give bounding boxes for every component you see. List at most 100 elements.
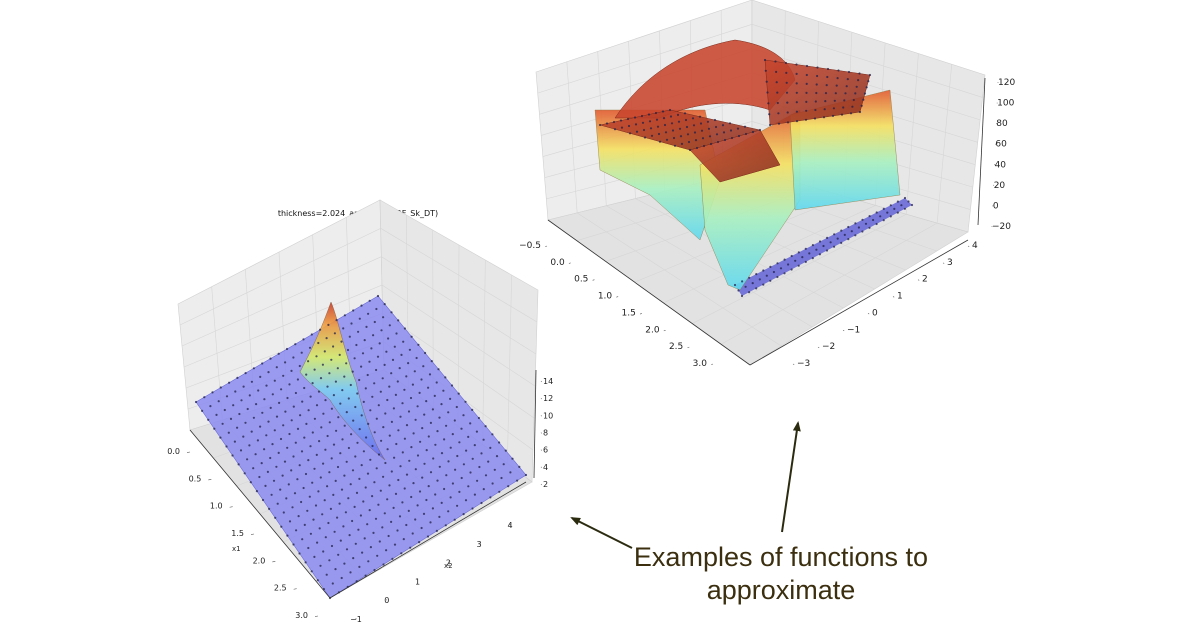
right-surface-point	[847, 225, 850, 229]
right-surface-point	[847, 70, 851, 74]
left-surface-point	[454, 468, 457, 471]
right-surface-point	[758, 128, 762, 132]
left-surface-point	[377, 503, 380, 506]
right-surface-point	[801, 256, 804, 259]
left-surface-point	[456, 504, 459, 507]
right-surface-point	[786, 101, 789, 104]
left-surface-point	[352, 557, 355, 560]
right-surface-point	[677, 120, 681, 123]
right-surface-point	[843, 233, 846, 236]
right-surface-point	[707, 127, 711, 130]
left-surface-point	[447, 510, 450, 513]
right-surface-point	[818, 253, 822, 256]
left-surface-point	[252, 367, 255, 370]
left-surface-point	[394, 492, 398, 495]
right-x-tick-label: 3.0	[693, 359, 708, 369]
left-chart: thickness=2.024_area=241_(RF_Sk_DT) 0.00…	[167, 199, 553, 624]
left-surface-point	[237, 463, 240, 466]
left-surface-point	[288, 383, 291, 386]
right-surface-point	[683, 112, 687, 115]
left-surface-point	[267, 371, 270, 374]
left-surface-point	[330, 457, 333, 460]
left-surface-point	[298, 552, 301, 555]
left-surface-point	[450, 384, 454, 387]
right-surface-point	[598, 123, 602, 127]
left-surface-point	[294, 441, 297, 444]
left-x-tick-label: 1.0	[210, 502, 223, 511]
left-surface-point	[360, 464, 363, 467]
right-x-tick-label: 2.5	[669, 342, 683, 352]
left-surface-point	[246, 458, 249, 461]
left-surface-point	[392, 506, 395, 509]
left-surface-point	[467, 435, 470, 438]
left-z-tick-labels: 2 4 6 8 10 12 14	[540, 377, 553, 489]
right-surface-point	[795, 72, 798, 75]
right-surface-point	[811, 257, 814, 260]
right-surface-point	[804, 247, 807, 250]
left-surface-point	[354, 455, 357, 458]
left-x-tick-label: 2.0	[253, 556, 266, 565]
right-surface-point	[743, 125, 747, 128]
left-surface-point	[339, 452, 342, 455]
left-surface-point	[440, 501, 443, 504]
right-surface-point	[903, 207, 907, 210]
left-surface-point	[364, 387, 367, 390]
left-surface-point	[387, 337, 390, 340]
left-surface-point	[229, 417, 233, 420]
left-surface-point	[344, 511, 347, 514]
right-y-tick-mark	[967, 245, 970, 247]
left-surface-point	[323, 350, 326, 353]
right-surface-point	[715, 133, 719, 136]
right-surface-point	[619, 119, 623, 122]
right-x-tick-mark	[687, 346, 690, 349]
left-surface-point	[469, 471, 472, 474]
left-surface-point	[261, 411, 264, 414]
right-y-tick-mark	[892, 296, 895, 298]
right-surface-point	[862, 98, 865, 101]
left-surface-point	[304, 472, 308, 476]
right-surface-point	[777, 122, 781, 125]
left-y-tick-label: −1	[350, 615, 362, 624]
left-surface-point	[261, 498, 265, 502]
left-surface-point	[343, 562, 346, 565]
right-surface-point	[910, 203, 914, 207]
left-surface-point	[390, 470, 393, 473]
right-surface-point	[854, 234, 857, 237]
left-surface-point	[418, 391, 421, 394]
left-surface-point	[464, 400, 467, 403]
left-surface-point	[366, 472, 370, 475]
right-surface-point	[641, 121, 645, 124]
left-surface-point	[291, 506, 294, 509]
left-surface-point	[284, 410, 287, 413]
left-surface-point	[356, 441, 359, 444]
left-surface-point	[346, 348, 350, 352]
left-surface-point	[379, 390, 382, 393]
right-surface-point	[795, 110, 799, 113]
right-top-plateau-center	[689, 129, 781, 183]
right-surface-point	[805, 73, 808, 77]
right-surface-point	[868, 73, 872, 77]
left-surface-point	[292, 405, 295, 408]
right-surface-point	[826, 236, 829, 239]
left-surface-point	[219, 436, 222, 439]
left-surface-point	[328, 559, 331, 562]
left-x-tick-mark	[250, 533, 255, 535]
left-surface-point	[349, 383, 352, 387]
left-surface-point	[434, 493, 437, 496]
right-surface-point	[626, 117, 630, 121]
left-surface-point	[332, 443, 336, 446]
right-surface-point	[668, 108, 672, 112]
right-surface-point	[736, 127, 740, 130]
left-surface-point	[395, 442, 398, 446]
right-surface-point	[729, 129, 733, 132]
left-surface-point	[332, 394, 335, 397]
right-surface-points	[598, 58, 914, 298]
left-surface-point	[268, 507, 271, 510]
left-surface-point	[279, 437, 283, 441]
left-surface-point	[303, 386, 306, 390]
left-surface-point	[384, 461, 387, 465]
left-surface-point	[343, 424, 346, 427]
right-surface-point	[795, 63, 798, 66]
left-surface-point	[422, 512, 426, 516]
left-surface-point	[242, 385, 245, 388]
